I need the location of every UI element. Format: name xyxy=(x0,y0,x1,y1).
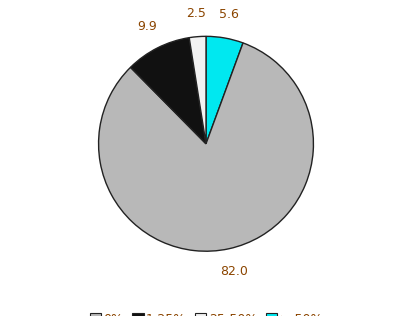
Legend: 0%, 1-25%, 25-50%, > 50%: 0%, 1-25%, 25-50%, > 50% xyxy=(85,308,327,316)
Wedge shape xyxy=(131,38,206,144)
Text: 2.5: 2.5 xyxy=(186,7,206,20)
Wedge shape xyxy=(206,36,243,144)
Text: 82.0: 82.0 xyxy=(220,265,248,278)
Wedge shape xyxy=(98,43,314,251)
Wedge shape xyxy=(189,36,206,144)
Text: 9.9: 9.9 xyxy=(137,20,157,33)
Text: 5.6: 5.6 xyxy=(219,8,239,21)
